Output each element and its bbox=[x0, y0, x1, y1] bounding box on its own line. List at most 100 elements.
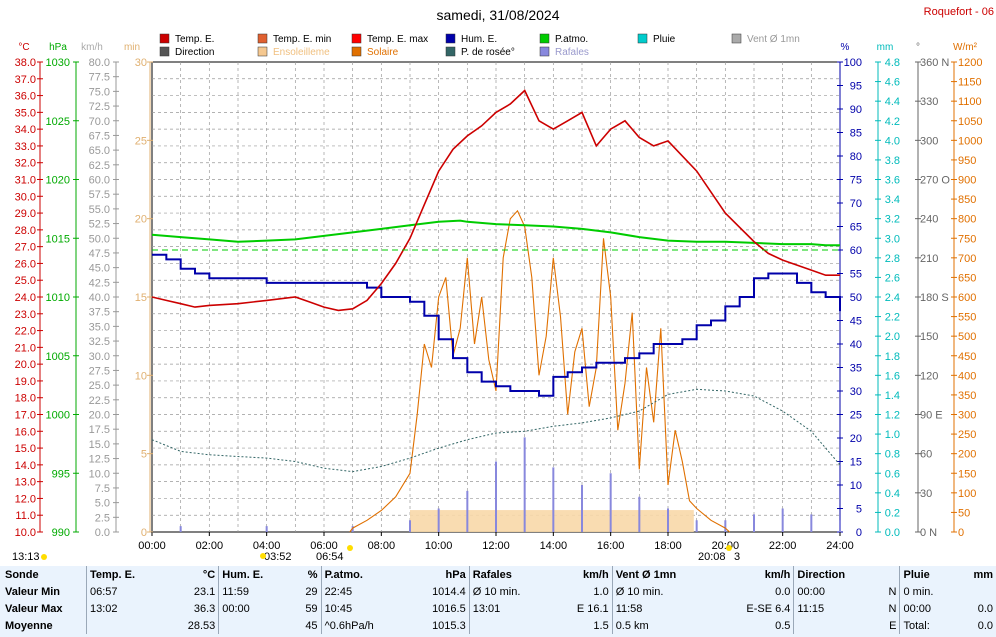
rain-axis-tick-label: 0.2 bbox=[885, 507, 900, 519]
summary-cell-value: 59 bbox=[305, 602, 318, 615]
axes: 38.0 37.0 36.0 35.0 34.0 33.0 32.0 31.0 30.0 29.0… bbox=[15, 57, 983, 552]
temp-axis-tick-label: 24.0 bbox=[15, 292, 36, 304]
wind-axis-tick-label: 55.0 bbox=[89, 204, 110, 216]
summary-cell-left: 11:58 bbox=[611, 600, 716, 617]
solar-axis-tick-label: 1000 bbox=[958, 135, 982, 147]
summary-cell-left: 13:02 bbox=[86, 600, 167, 617]
wind-axis-tick-label: 77.5 bbox=[89, 72, 110, 84]
legend-swatch bbox=[445, 46, 456, 57]
solar-axis-tick-label: 650 bbox=[958, 272, 976, 284]
pressure-axis-tick-label: 990 bbox=[52, 527, 70, 539]
legend-label: Temp. E. min bbox=[273, 34, 331, 45]
wind-axis-tick-label: 70.0 bbox=[89, 116, 110, 128]
rain-axis-tick-label: 1.6 bbox=[885, 370, 900, 382]
time-axis-tick-label: 18:00 bbox=[654, 540, 682, 552]
direction-axis-tick-label: 150 bbox=[920, 331, 938, 343]
solar-axis-tick-label: 50 bbox=[958, 507, 970, 519]
legend-swatch bbox=[351, 46, 362, 57]
rain-axis-tick-label: 1.2 bbox=[885, 410, 900, 422]
rain-axis-tick-label: 2.6 bbox=[885, 272, 900, 284]
summary-cell-value: 36.3 bbox=[193, 602, 216, 615]
minutes-axis-tick-label: 30 bbox=[135, 57, 147, 69]
pressure-line bbox=[151, 219, 840, 247]
temp-axis-tick-label: 14.0 bbox=[15, 460, 36, 472]
wind-axis-tick-label: 25.0 bbox=[89, 380, 110, 392]
temp-axis-tick-label: 18.0 bbox=[15, 393, 36, 405]
temp-axis-tick-label: 13.0 bbox=[15, 477, 36, 489]
temp-axis-tick-label: 15.0 bbox=[15, 443, 36, 455]
summary-cell-value: 0.0 bbox=[775, 585, 791, 598]
direction-axis-tick-label: 30 bbox=[920, 488, 932, 500]
summary-header-name: Direction bbox=[793, 566, 878, 583]
summary-cell-value: E bbox=[889, 619, 897, 632]
summary-row-label: Moyenne bbox=[5, 619, 53, 632]
solar-axis-tick-label: 300 bbox=[958, 410, 976, 422]
wind-axis-tick-label: 7.5 bbox=[95, 483, 110, 495]
temp-axis-tick-label: 29.0 bbox=[15, 208, 36, 220]
minutes-axis-tick-label: 15 bbox=[135, 292, 147, 304]
humidity-axis-tick-label: 20 bbox=[850, 433, 862, 445]
temp-axis-tick-label: 31.0 bbox=[15, 175, 36, 187]
time-axis-tick-label: 08:00 bbox=[368, 540, 396, 552]
direction-axis-tick-label: 180 S bbox=[920, 292, 949, 304]
legend-swatch bbox=[445, 33, 456, 44]
solar-axis-tick-label: 400 bbox=[958, 370, 976, 382]
wind-axis-tick-label: 80.0 bbox=[89, 57, 110, 69]
temp-axis-tick-label: 20.0 bbox=[15, 359, 36, 371]
axis-unit-label: mm bbox=[877, 42, 894, 53]
humidity-axis-tick-label: 35 bbox=[850, 363, 862, 375]
wind-axis-tick-label: 22.5 bbox=[89, 395, 110, 407]
axis-unit-label: km/h bbox=[81, 42, 103, 53]
direction-axis-tick-label: 330 bbox=[920, 96, 938, 108]
wind-axis-tick-label: 35.0 bbox=[89, 321, 110, 333]
legend-label: Ensoleilleme bbox=[273, 47, 330, 58]
legend-label: Vent Ø 1mn bbox=[747, 34, 800, 45]
solar-axis-tick-label: 350 bbox=[958, 390, 976, 402]
summary-cell-value: E 16.1 bbox=[576, 602, 609, 615]
solar-axis-tick-label: 750 bbox=[958, 233, 976, 245]
legend-label: Direction bbox=[175, 47, 214, 58]
sunshine-bar bbox=[410, 510, 694, 532]
sunset-icon bbox=[726, 545, 732, 551]
humidity-axis-tick-label: 75 bbox=[850, 175, 862, 187]
direction-axis-tick-label: 300 bbox=[920, 135, 938, 147]
weather-chart: samedi, 31/08/2024 Roquefort - 06 Temp. … bbox=[12, 6, 994, 563]
temp-axis-tick-label: 32.0 bbox=[15, 158, 36, 170]
rain-axis-tick-label: 0.8 bbox=[885, 449, 900, 461]
humidity-line bbox=[152, 253, 841, 397]
plot-area bbox=[151, 89, 841, 533]
rain-axis-tick-label: 2.8 bbox=[885, 253, 900, 265]
wind-axis-tick-label: 60.0 bbox=[89, 175, 110, 187]
station-name: Roquefort - 06 bbox=[924, 6, 994, 18]
summary-cell-value: 0.0 bbox=[977, 602, 993, 615]
legend-label: P.atmo. bbox=[555, 34, 588, 45]
direction-axis-tick-label: 240 bbox=[920, 214, 938, 226]
pressure-axis-tick-label: 1030 bbox=[46, 57, 70, 69]
rain-axis-tick-label: 3.4 bbox=[885, 194, 900, 206]
summary-header-name: P.atmo. bbox=[320, 566, 408, 583]
rain-axis-tick-label: 1.8 bbox=[885, 351, 900, 363]
time-axis-tick-label: 00:00 bbox=[138, 540, 166, 552]
solar-axis-tick-label: 200 bbox=[958, 449, 976, 461]
humidity-axis-tick-label: 80 bbox=[850, 151, 862, 163]
humidity-axis-tick-label: 55 bbox=[850, 269, 862, 281]
humidity-axis-tick-label: 50 bbox=[850, 292, 862, 304]
sunset-suffix-label: 3 bbox=[734, 551, 740, 563]
wind-axis-tick-label: 75.0 bbox=[89, 86, 110, 98]
wind-axis-tick-label: 57.5 bbox=[89, 189, 110, 201]
humidity-axis-tick-label: 85 bbox=[850, 128, 862, 140]
wind-axis-tick-label: 2.5 bbox=[95, 512, 110, 524]
temp-axis-tick-label: 17.0 bbox=[15, 410, 36, 422]
rain-axis-tick-label: 3.2 bbox=[885, 214, 900, 226]
pressure-axis-tick-label: 1025 bbox=[46, 116, 70, 128]
summary-header-name: Vent Ø 1mn bbox=[611, 566, 716, 583]
legend-swatch bbox=[159, 46, 170, 57]
dewpoint-line bbox=[151, 388, 841, 473]
temp-axis-tick-label: 27.0 bbox=[15, 242, 36, 254]
rain-axis-tick-label: 2.0 bbox=[885, 331, 900, 343]
humidity-axis-tick-label: 5 bbox=[856, 504, 862, 516]
summary-cell-left: 13:01 bbox=[468, 600, 553, 617]
time-axis-tick-label: 12:00 bbox=[482, 540, 510, 552]
axis-unit-label: °C bbox=[18, 42, 29, 53]
wind-axis-tick-label: 45.0 bbox=[89, 263, 110, 275]
